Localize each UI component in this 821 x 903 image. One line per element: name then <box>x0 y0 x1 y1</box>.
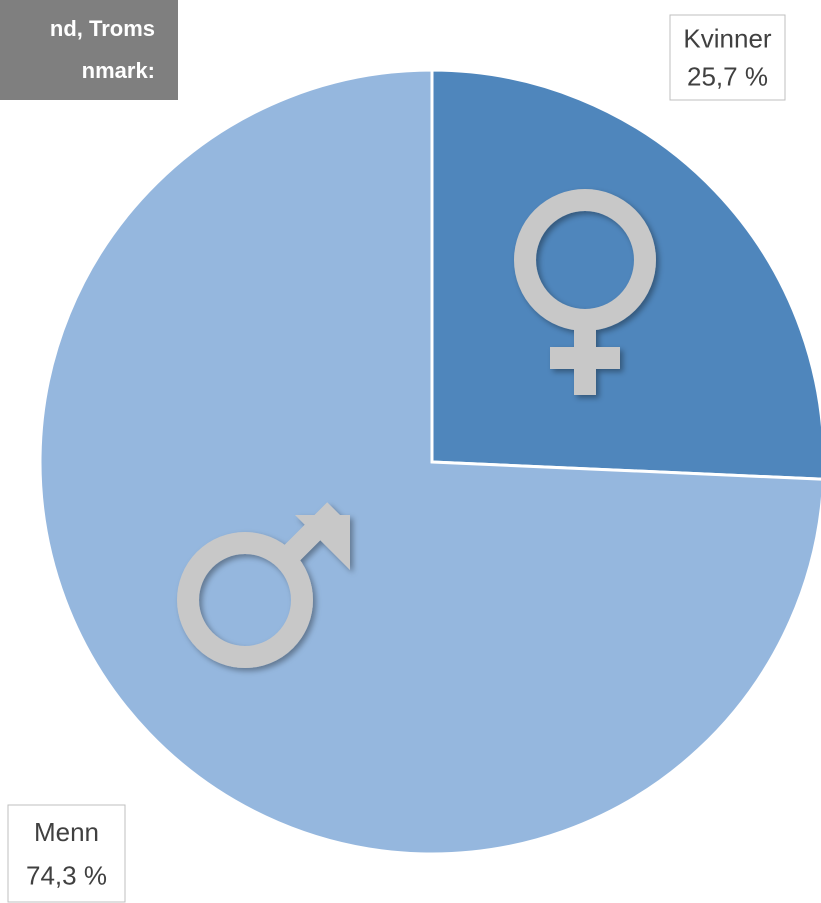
category-label: Kvinner <box>683 23 771 53</box>
label-box <box>7 804 126 903</box>
female-icon <box>514 189 656 395</box>
chart-title: nmark: <box>82 58 155 83</box>
title-box <box>0 0 178 100</box>
value-label: 74,3 % <box>26 861 107 891</box>
pie <box>38 68 821 856</box>
category-label: Menn <box>34 817 99 847</box>
chart-title: nd, Troms <box>50 16 155 41</box>
label-box <box>669 14 786 101</box>
pie-slice <box>430 68 821 481</box>
male-icon <box>177 502 350 668</box>
value-label: 25,7 % <box>687 62 768 92</box>
